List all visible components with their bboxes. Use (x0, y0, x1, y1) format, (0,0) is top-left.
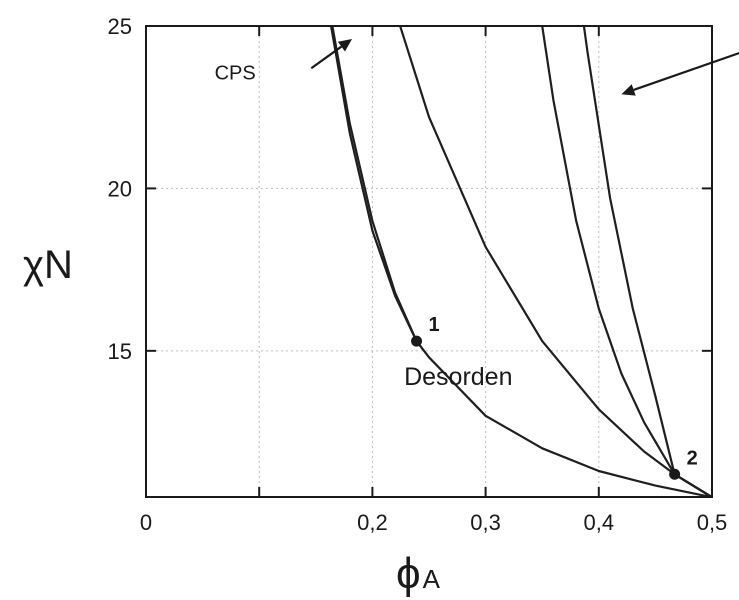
phase-boundary-line (541, 26, 712, 497)
annotation-cps-arrow-head (337, 38, 353, 52)
critical-point (669, 468, 681, 480)
annotation-desorden-label: Desorden (404, 363, 512, 391)
critical-point-label: 2 (687, 447, 698, 469)
annotation-g-arrow-head (621, 84, 636, 96)
x-tick-label: 0,4 (584, 510, 615, 535)
x-tick-label: 0,3 (470, 510, 501, 535)
phase-boundary-line (331, 26, 712, 497)
y-tick-label: 25 (108, 14, 132, 39)
series-layer (329, 26, 712, 497)
annotation-cps-label: CPS (215, 62, 256, 84)
annotation-layer: 12sICPSg, g'Desorden (215, 38, 739, 480)
y-axis-title: χN (23, 243, 73, 287)
phase-boundary-line (582, 26, 712, 497)
x-axis-title: ϕA (396, 549, 441, 598)
x-tick-label: 0 (140, 510, 152, 535)
phase-boundary-line (329, 26, 418, 343)
x-axis-title-symbol: ϕ (396, 549, 421, 598)
plot-frame (145, 25, 713, 498)
phase-boundary-line (398, 26, 712, 497)
y-tick-label: 20 (108, 176, 132, 201)
critical-point-label: 1 (429, 314, 440, 336)
annotation-cps-arrow-shaft (310, 45, 343, 70)
x-axis-title-subscript: A (423, 564, 441, 594)
y-tick-label: 15 (108, 339, 132, 364)
tick-layer: 00,20,30,40,515202525 (108, 14, 728, 535)
x-tick-label: 0,5 (697, 510, 728, 535)
annotation-g-arrow-shaft (633, 51, 739, 91)
critical-point (411, 335, 423, 347)
x-tick-label: 0,2 (357, 510, 388, 535)
